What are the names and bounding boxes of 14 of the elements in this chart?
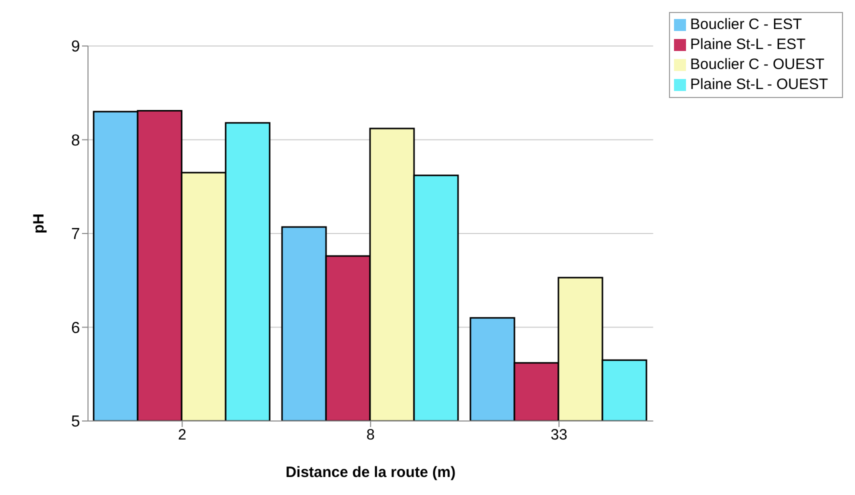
legend-label: Plaine St-L - OUEST xyxy=(690,76,828,93)
y-tick-label: 8 xyxy=(71,132,80,150)
legend-label: Bouclier C - OUEST xyxy=(690,56,824,73)
x-axis-title: Distance de la route (m) xyxy=(286,464,456,481)
x-tick-label: 8 xyxy=(366,426,375,444)
x-tick-label: 2 xyxy=(178,426,186,444)
legend-label: Plaine St-L - EST xyxy=(690,36,806,53)
y-tick-label: 6 xyxy=(71,320,80,337)
y-axis-title: pH xyxy=(30,214,48,234)
x-tick-label: 33 xyxy=(550,426,568,444)
y-tick-label: 7 xyxy=(71,226,80,244)
legend-label: Bouclier C - EST xyxy=(690,16,802,33)
y-tick-label: 5 xyxy=(71,414,80,431)
y-tick-label: 9 xyxy=(71,38,80,56)
